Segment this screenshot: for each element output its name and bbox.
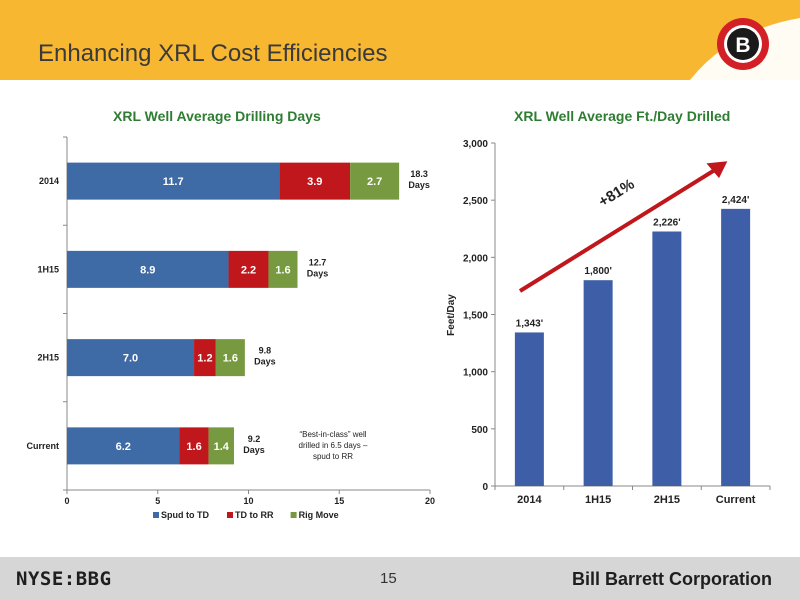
left-total-number: 9.2 bbox=[248, 434, 261, 444]
left-x-tick-label: 0 bbox=[64, 496, 69, 506]
left-category-label: 2H15 bbox=[37, 353, 59, 363]
right-y-axis-label: Feet/Day bbox=[446, 294, 457, 336]
left-chart-title: XRL Well Average Drilling Days bbox=[113, 108, 321, 124]
growth-percent-label: +81% bbox=[596, 176, 638, 211]
logo-letter: B bbox=[735, 34, 750, 57]
company-logo: B bbox=[690, 18, 800, 80]
footer-ticker: NYSE:BBG bbox=[16, 568, 112, 590]
right-y-tick-label: 0 bbox=[482, 482, 488, 493]
left-category-label: 2014 bbox=[39, 176, 59, 186]
left-total-unit: Days bbox=[243, 445, 265, 455]
left-total-number: 12.7 bbox=[309, 257, 327, 267]
left-annotation-line: “Best-in-class” well bbox=[299, 430, 366, 439]
footer-company-name: Bill Barrett Corporation bbox=[571, 569, 772, 589]
left-bar-value-label: 2.7 bbox=[367, 176, 382, 188]
left-total-unit: Days bbox=[307, 268, 329, 278]
left-annotation-line: drilled in 6.5 days – bbox=[299, 441, 368, 450]
header-banner: Enhancing XRL Cost Efficiencies B bbox=[0, 0, 800, 80]
left-total-number: 18.3 bbox=[410, 169, 428, 179]
left-category-label: Current bbox=[26, 441, 59, 451]
right-y-tick-label: 2,500 bbox=[463, 196, 488, 207]
right-y-tick-label: 1,000 bbox=[463, 368, 488, 379]
left-bar-segment bbox=[350, 162, 400, 200]
left-bar-value-label: 1.2 bbox=[197, 353, 212, 365]
left-bar-value-label: 8.9 bbox=[140, 264, 155, 276]
left-bar-segment bbox=[268, 250, 298, 288]
left-bar-value-label: 1.6 bbox=[186, 441, 201, 453]
right-bar-value-label: 1,343' bbox=[516, 318, 543, 329]
right-category-label: 2H15 bbox=[654, 494, 680, 506]
page-title: Enhancing XRL Cost Efficiencies bbox=[38, 40, 388, 67]
right-bar-value-label: 2,226' bbox=[653, 217, 680, 228]
left-bar-segment bbox=[228, 250, 269, 288]
left-bar-value-label: 1.6 bbox=[275, 264, 290, 276]
left-bar-segment bbox=[67, 339, 195, 377]
left-total-number: 9.8 bbox=[259, 346, 272, 356]
legend-label: Spud to TD bbox=[161, 510, 209, 520]
right-bar bbox=[652, 231, 682, 486]
left-x-tick-label: 15 bbox=[334, 496, 344, 506]
left-bar-segment bbox=[179, 427, 209, 465]
right-bar-value-label: 1,800' bbox=[584, 266, 611, 277]
left-bar-segment bbox=[215, 339, 245, 377]
right-category-label: 2014 bbox=[517, 494, 542, 506]
right-y-tick-label: 500 bbox=[471, 425, 488, 436]
growth-arrow-head-icon bbox=[706, 161, 728, 179]
right-bar bbox=[583, 280, 613, 486]
right-bar-value-label: 2,424' bbox=[722, 195, 749, 206]
right-category-label: 1H15 bbox=[585, 494, 611, 506]
right-bar bbox=[514, 332, 544, 486]
left-bar-value-label: 6.2 bbox=[116, 441, 131, 453]
left-x-tick-label: 5 bbox=[155, 496, 160, 506]
right-y-tick-label: 2,000 bbox=[463, 253, 488, 264]
legend-label: Rig Move bbox=[299, 510, 339, 520]
right-y-tick-label: 1,500 bbox=[463, 311, 488, 322]
left-bar-segment bbox=[194, 339, 216, 377]
legend-swatch bbox=[153, 512, 159, 518]
growth-arrow-line bbox=[518, 166, 720, 293]
left-x-tick-label: 20 bbox=[425, 496, 435, 506]
left-bar-value-label: 1.6 bbox=[223, 353, 238, 365]
left-bar-segment bbox=[67, 162, 280, 200]
legend-label: TD to RR bbox=[235, 510, 274, 520]
left-bar-value-label: 1.4 bbox=[214, 441, 230, 453]
left-bar-segment bbox=[208, 427, 234, 465]
left-bar-value-label: 2.2 bbox=[241, 264, 256, 276]
left-annotation-line: spud to RR bbox=[313, 452, 353, 461]
left-x-tick-label: 10 bbox=[243, 496, 253, 506]
right-bar bbox=[721, 208, 751, 486]
legend-swatch bbox=[227, 512, 233, 518]
footer-bar: NYSE:BBG 15 Bill Barrett Corporation bbox=[0, 557, 800, 600]
right-y-tick-label: 3,000 bbox=[463, 139, 488, 150]
left-bar-segment bbox=[279, 162, 351, 200]
left-bar-segment bbox=[67, 250, 229, 288]
right-category-label: Current bbox=[716, 494, 756, 506]
left-category-label: 1H15 bbox=[37, 264, 59, 274]
left-bar-value-label: 7.0 bbox=[123, 353, 138, 365]
left-total-unit: Days bbox=[254, 357, 276, 367]
left-bar-segment bbox=[67, 427, 180, 465]
page-number: 15 bbox=[380, 570, 397, 587]
legend-swatch bbox=[290, 512, 297, 518]
left-total-unit: Days bbox=[408, 180, 430, 190]
left-bar-value-label: 11.7 bbox=[163, 176, 184, 188]
right-chart-title: XRL Well Average Ft./Day Drilled bbox=[514, 108, 731, 124]
left-bar-value-label: 3.9 bbox=[307, 176, 322, 188]
